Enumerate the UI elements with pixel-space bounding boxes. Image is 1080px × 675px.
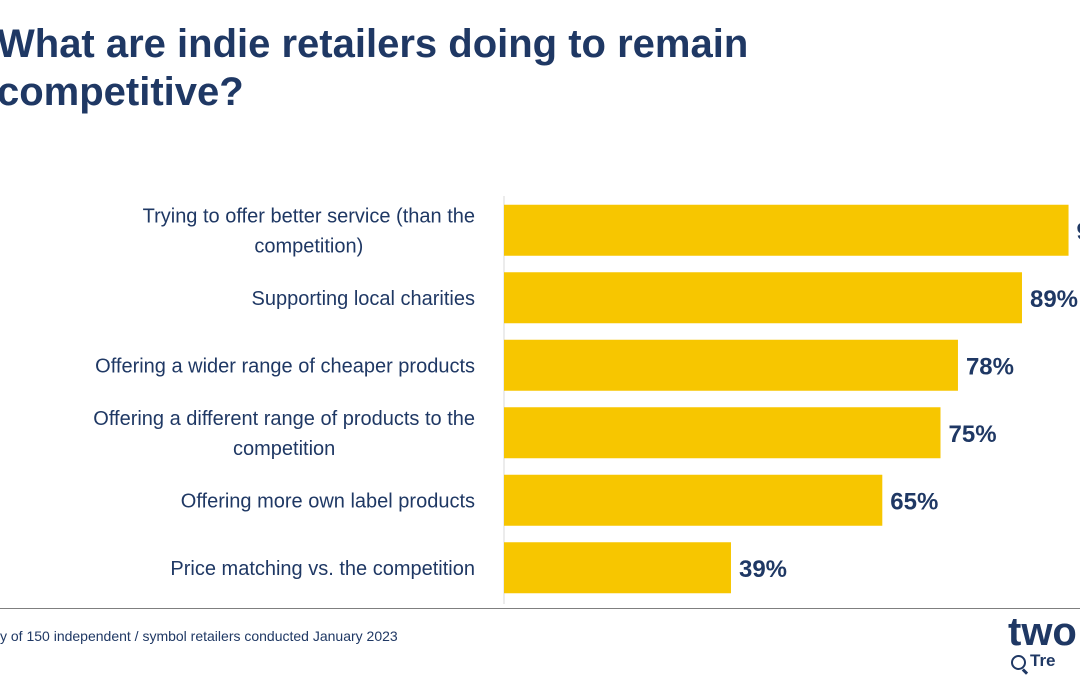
category-label-5: Price matching vs. the competition	[170, 558, 475, 580]
bar-value-label-2: 78%	[966, 353, 1014, 380]
bar-1	[504, 272, 1022, 324]
chart-title-line-2: competitive?	[0, 70, 244, 114]
chart-title: What are indie retailers doing to remain…	[0, 20, 1077, 116]
logo-subtext: Tre	[1030, 651, 1056, 670]
chart-title-line-1: What are indie retailers doing to remain	[0, 22, 749, 66]
brand-logo: two Tre	[1006, 608, 1080, 675]
category-label-4: Offering more own label products	[181, 490, 475, 512]
category-label-2: Offering a wider range of cheaper produc…	[95, 355, 475, 377]
category-label-1: Supporting local charities	[252, 288, 475, 310]
bar-5	[504, 542, 731, 594]
footer-divider	[0, 608, 1080, 609]
bar-value-label-3: 75%	[949, 421, 997, 448]
bar-value-label-5: 39%	[739, 556, 787, 583]
bar-3	[504, 407, 941, 459]
logo-wordmark: two	[1008, 610, 1077, 654]
bar-value-label-1: 89%	[1030, 286, 1078, 313]
bar-value-label-0: 97%	[1077, 218, 1080, 245]
category-label-0: Trying to offer better service (than the…	[143, 205, 475, 257]
bar-4	[504, 474, 883, 526]
source-note: y of 150 independent / symbol retailers …	[0, 628, 398, 644]
magnifier-icon	[1011, 655, 1026, 670]
bar-value-label-4: 65%	[890, 488, 938, 515]
bar-0	[504, 204, 1069, 256]
bar-2	[504, 339, 958, 391]
category-label-3: Offering a different range of products t…	[93, 408, 475, 460]
